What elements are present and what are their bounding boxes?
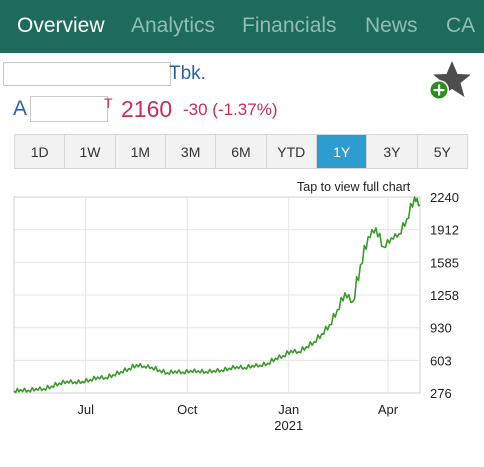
range-button-1m[interactable]: 1M — [116, 135, 166, 168]
tab-ca[interactable]: CA — [446, 14, 476, 37]
x-tick-label: Apr — [378, 402, 399, 417]
range-button-5y[interactable]: 5Y — [433, 143, 451, 160]
company-name-suffix: Tbk. — [169, 63, 206, 84]
add-to-watchlist-button[interactable] — [428, 60, 471, 102]
range-button-ytd[interactable]: YTD — [267, 135, 317, 168]
y-tick-label: 1912 — [430, 223, 459, 238]
ticker-suffix: T — [104, 95, 113, 111]
x-tick-sublabel: 2021 — [274, 418, 303, 433]
top-tab-bar: Overview Analytics Financials News CA — [0, 0, 484, 53]
y-tick-label: 603 — [430, 353, 452, 368]
y-tick-label: 1258 — [430, 288, 459, 303]
tab-overview[interactable]: Overview — [17, 14, 105, 37]
y-tick-label: 1585 — [430, 255, 459, 270]
tab-financials[interactable]: Financials — [242, 14, 337, 37]
ticker-prefix: A — [13, 97, 28, 120]
star-add-icon — [429, 61, 471, 100]
range-selector: 1D 1W 1M 3M 6M YTD 1Y 3Y 5Y — [14, 134, 468, 169]
range-button-3y[interactable]: 3Y — [367, 135, 418, 168]
range-button-1w[interactable]: 1W — [65, 135, 116, 168]
x-tick-label: Oct — [177, 402, 198, 417]
range-button-3m[interactable]: 3M — [166, 135, 217, 168]
last-price: 2160 — [121, 96, 173, 122]
y-tick-label: 2240 — [430, 190, 459, 205]
y-tick-label: 930 — [430, 321, 452, 336]
price-change: -30 (-1.37%) — [183, 100, 278, 119]
view-full-chart-link[interactable]: Tap to view full chart — [297, 180, 411, 194]
range-button-1d[interactable]: 1D — [15, 135, 66, 168]
x-tick-label: Jul — [77, 402, 94, 417]
x-tick-label: Jan — [278, 402, 299, 417]
range-button-1y[interactable]: 1Y — [316, 135, 368, 168]
tab-news[interactable]: News — [365, 14, 418, 37]
redacted-ticker — [30, 96, 108, 122]
y-tick-label: 276 — [430, 386, 452, 401]
tab-analytics[interactable]: Analytics — [131, 14, 216, 37]
redacted-company-name — [3, 62, 171, 86]
range-button-6m[interactable]: 6M — [216, 135, 267, 168]
price-series-line — [13, 196, 421, 394]
